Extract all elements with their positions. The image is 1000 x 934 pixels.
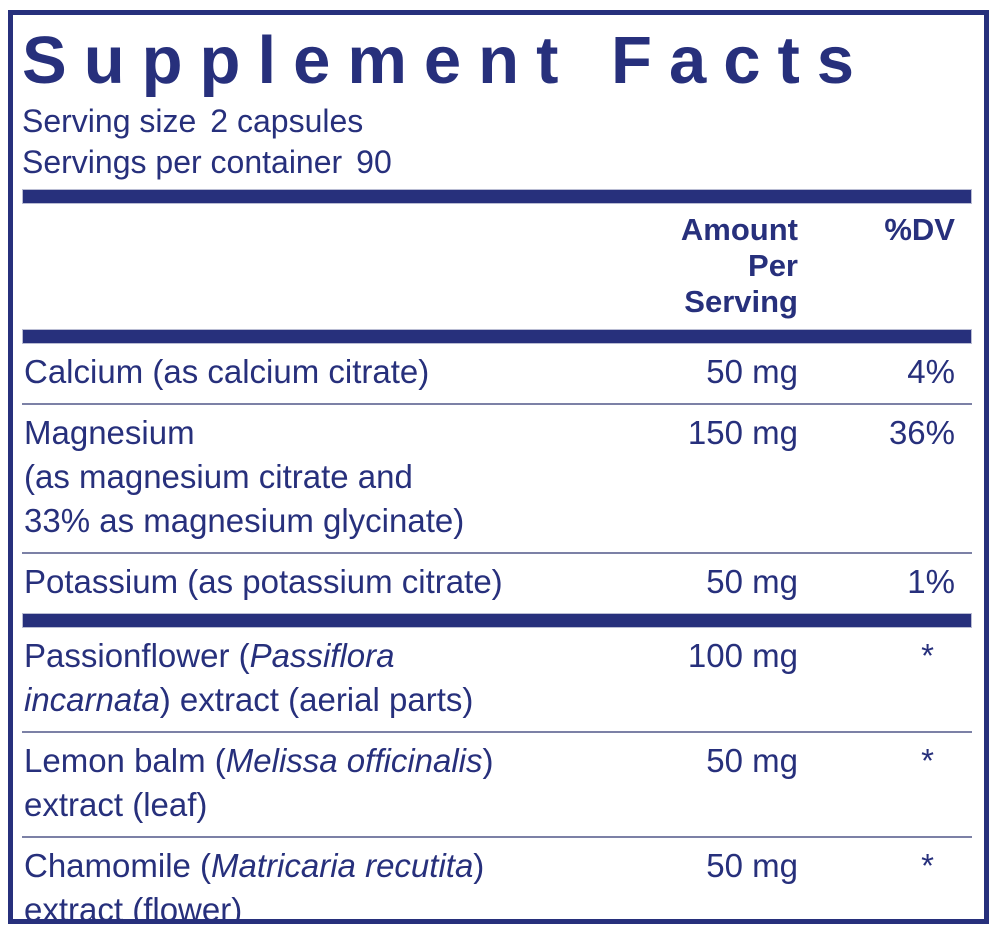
page-title: Supplement Facts [22, 23, 872, 98]
header-percent-dv: %DV [884, 212, 955, 248]
ingredient-name: Passionflower (Passiflora incarnata) extr… [24, 637, 474, 719]
table-row: Chamomile (Matricaria recutita) extract (… [22, 838, 972, 924]
table-row: Passionflower (Passiflora incarnata) extr… [22, 628, 972, 731]
serving-size-value: 2 capsules [210, 103, 364, 140]
ingredient-amount: 50 mg [706, 353, 798, 391]
ingredient-percent-dv: * [921, 637, 934, 675]
servings-per-container-line: Servings per container 90 [22, 142, 972, 183]
row-divider [22, 552, 972, 555]
ingredient-percent-dv: 36% [888, 414, 955, 452]
supplement-facts-panel: Supplement Facts Serving size 2 capsules … [8, 10, 989, 924]
ingredient-name: Magnesium (as magnesium citrate and 33% as… [24, 414, 465, 540]
serving-size-label: Serving size [22, 103, 197, 140]
ingredient-amount: 50 mg [706, 847, 798, 885]
ingredient-name: Calcium (as calcium citrate) [24, 353, 430, 391]
row-divider [22, 731, 972, 734]
divider-bar-top [22, 189, 972, 205]
ingredient-percent-dv: * [921, 742, 934, 780]
ingredient-name: Lemon balm (Melissa officinalis) extract … [24, 742, 494, 824]
table-row: Lemon balm (Melissa officinalis) extract … [22, 733, 972, 836]
header-amount-per-serving: Amount Per Serving [680, 212, 798, 320]
ingredient-name: Chamomile (Matricaria recutita) extract (… [24, 847, 485, 924]
ingredient-amount: 150 mg [687, 414, 798, 452]
ingredient-percent-dv: 4% [907, 353, 955, 391]
table-row: Magnesium (as magnesium citrate and 33% as… [22, 405, 972, 552]
ingredient-amount: 50 mg [706, 742, 798, 780]
ingredient-rows: Calcium (as calcium citrate) 50 mg 4% Magne… [22, 344, 972, 924]
ingredient-percent-dv: * [921, 847, 934, 885]
ingredient-amount: 50 mg [706, 563, 798, 601]
table-row: Potassium (as potassium citrate) 50 mg 1% [22, 554, 972, 613]
divider-bar-header-bottom [22, 329, 972, 345]
serving-size-line: Serving size 2 capsules [22, 101, 972, 142]
group-divider-bar [22, 613, 972, 629]
ingredient-percent-dv: 1% [907, 563, 955, 601]
ingredient-amount: 100 mg [687, 637, 798, 675]
ingredient-name: Potassium (as potassium citrate) [24, 563, 503, 601]
servings-per-container-value: 90 [356, 144, 392, 181]
table-row: Calcium (as calcium citrate) 50 mg 4% [22, 344, 972, 403]
row-divider [22, 403, 972, 406]
row-divider [22, 836, 972, 839]
serving-info: Serving size 2 capsules Servings per cont… [22, 101, 972, 183]
table-header-row: Amount Per Serving %DV [22, 204, 972, 329]
servings-per-container-label: Servings per container [22, 144, 343, 181]
